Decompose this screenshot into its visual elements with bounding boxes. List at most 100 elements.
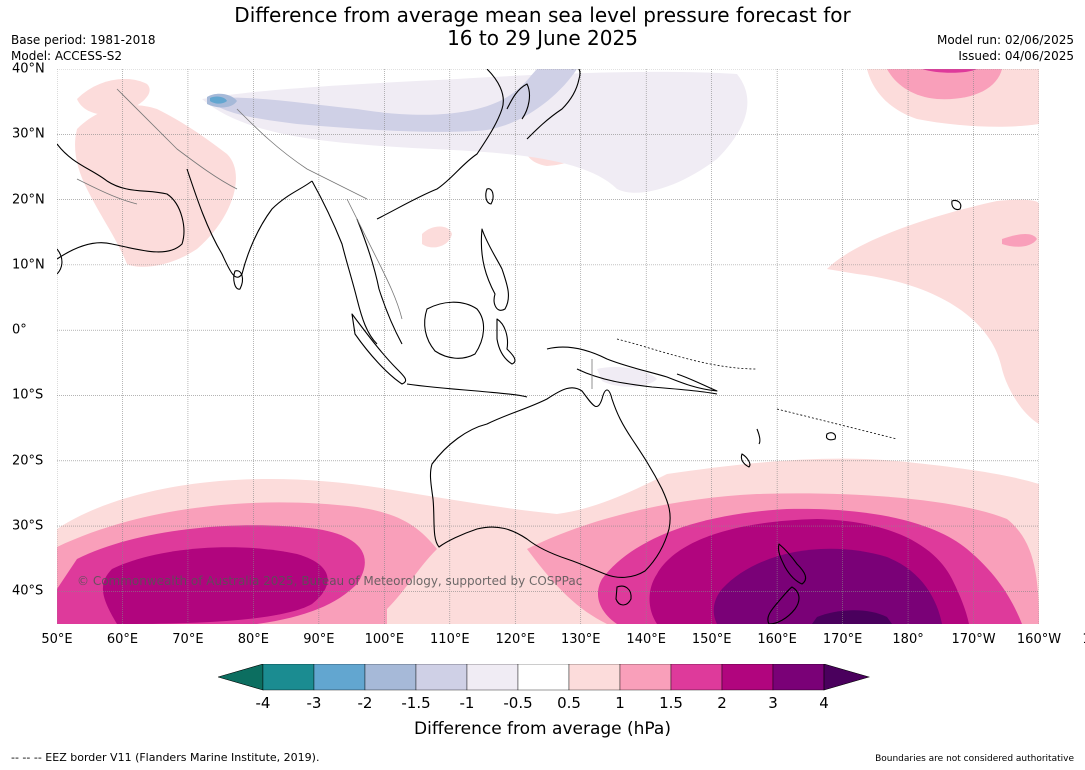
- longitude-label: 60°E: [106, 632, 139, 647]
- colorbar-label: Difference from average (hPa): [414, 719, 671, 739]
- boundaries-note: Boundaries are not considered authoritat…: [875, 754, 1074, 764]
- colorbar-segment: [619, 663, 672, 691]
- colorbar-segment: [262, 663, 315, 691]
- latitude-label: 30°S: [12, 518, 44, 534]
- title-line-2: 16 to 29 June 2025: [447, 26, 638, 50]
- colorbar-tick-label: 4: [819, 694, 829, 712]
- colorbar-tick-label: -1: [459, 694, 475, 712]
- coast-sumatra: [351, 313, 407, 385]
- colorbar-under-arrow: [216, 663, 264, 691]
- longitude-label: 140°E: [626, 632, 666, 647]
- anomaly-0-5-arabia: [75, 105, 236, 267]
- anomaly-0-5-east-pacific: [827, 199, 1039, 424]
- longitude-label: 130°E: [560, 632, 601, 647]
- colorbar-tick-label: -0.5: [503, 694, 533, 712]
- anomaly-neg-1-tibet: [207, 69, 577, 132]
- meta-right: Model run: 02/06/2025 Issued: 04/06/2025: [937, 32, 1074, 64]
- latitude-label: 10°N: [12, 257, 45, 273]
- title-line-1: Difference from average mean sea level p…: [234, 3, 851, 27]
- colorbar-tick-label: 1: [615, 694, 625, 712]
- longitude-label: 180°: [892, 632, 924, 647]
- coast-arabia: [57, 143, 185, 260]
- longitude-label: 110°E: [430, 632, 470, 647]
- latitude-label: 20°N: [12, 192, 45, 208]
- colorbar-over-arrow: [823, 663, 871, 691]
- latitude-label: 20°S: [12, 453, 44, 469]
- base-period-text: Base period: 1981-2018: [11, 33, 156, 47]
- longitude-label: 150°W: [1082, 632, 1085, 647]
- longitude-label: 150°E: [691, 632, 732, 647]
- border-line-3: [346, 198, 403, 320]
- map-svg: [57, 69, 1039, 624]
- colorbar-tick-label: 0.5: [557, 694, 581, 712]
- colorbar-tick-label: -4: [255, 694, 271, 712]
- colorbar-segment: [466, 663, 519, 691]
- coast-australia: [429, 387, 671, 578]
- longitude-label: 170°W: [951, 632, 996, 647]
- anomaly-neg-2-kashmir: [210, 96, 227, 104]
- coast-china: [376, 69, 504, 220]
- anomaly-0-5-iran: [77, 79, 150, 115]
- issued-text: Issued: 04/06/2025: [958, 49, 1074, 63]
- anomaly-4-tasman: [812, 610, 892, 624]
- coast-nz-north: [777, 543, 807, 585]
- eez-borders: [616, 338, 898, 440]
- colorbar-tick-label: 2: [717, 694, 727, 712]
- colorbar-tick-label: -2: [357, 694, 373, 712]
- colorbar-segment: [364, 663, 417, 691]
- model-run-text: Model run: 02/06/2025: [936, 33, 1074, 47]
- chart-title: Difference from average mean sea level p…: [0, 4, 1085, 50]
- anomaly-1-east-pacific: [1002, 234, 1037, 247]
- colorbar-tick-label: -1.5: [401, 694, 431, 712]
- longitude-label: 170°E: [822, 632, 863, 647]
- latitude-label: 40°S: [12, 583, 44, 599]
- coast-hawaii: [951, 199, 962, 211]
- longitude-label: 160°W: [1016, 632, 1062, 647]
- anomaly-fields: [57, 69, 1039, 624]
- border-line-2: [236, 108, 368, 200]
- eez-legend: -- -- -- EEZ border V11 (Flanders Marine…: [11, 751, 320, 764]
- coast-new-caledonia: [740, 453, 751, 468]
- coast-philippines: [480, 228, 509, 311]
- anomaly-0-5-scs: [422, 226, 452, 248]
- longitude-label: 80°E: [237, 632, 270, 647]
- coast-fiji: [825, 432, 836, 441]
- country-borders: [76, 88, 593, 389]
- coast-sri-lanka: [233, 270, 244, 290]
- colorbar-segment: [415, 663, 468, 691]
- latitude-label: 40°N: [12, 61, 45, 77]
- colorbar-tick-label: 3: [768, 694, 778, 712]
- colorbar-segment: [313, 663, 366, 691]
- colorbar-tick-label: 1.5: [659, 694, 683, 712]
- meta-left: Base period: 1981-2018 Model: ACCESS-S2: [11, 32, 156, 64]
- coast-africa: [57, 248, 63, 275]
- colorbar-svg: [216, 663, 871, 691]
- longitude-label: 50°E: [41, 632, 73, 647]
- colorbar-segment: [721, 663, 774, 691]
- pressure-anomaly-map: [57, 69, 1039, 624]
- longitude-label: 160°E: [757, 632, 797, 647]
- anomaly-neg-0-5-png: [597, 367, 657, 387]
- border-line-1: [116, 88, 238, 190]
- coast-borneo: [424, 301, 485, 359]
- longitude-label: 90°E: [303, 632, 335, 647]
- border-line-4: [76, 178, 138, 205]
- colorbar-segment: [772, 663, 825, 691]
- colorbar-tick-label: -3: [306, 694, 322, 712]
- gridlines: [57, 69, 1039, 624]
- coast-myanmar: [311, 180, 378, 345]
- anomaly-2-south-indian: [102, 547, 328, 624]
- colorbar: [216, 663, 871, 698]
- latitude-label: 10°S: [12, 387, 44, 403]
- coast-png-south: [576, 368, 718, 395]
- eez-line-2: [776, 408, 898, 440]
- latitude-label: 30°N: [12, 126, 45, 142]
- copyright-text: © Commonwealth of Australia 2025, Bureau…: [77, 574, 583, 588]
- coast-taiwan: [485, 188, 494, 205]
- longitude-label: 120°E: [495, 632, 536, 647]
- coast-nz-south: [767, 586, 800, 624]
- eez-line-1: [616, 338, 758, 370]
- longitude-label: 70°E: [172, 632, 204, 647]
- anomaly-neg-0-5-north: [202, 71, 748, 193]
- coast-japan: [526, 69, 581, 140]
